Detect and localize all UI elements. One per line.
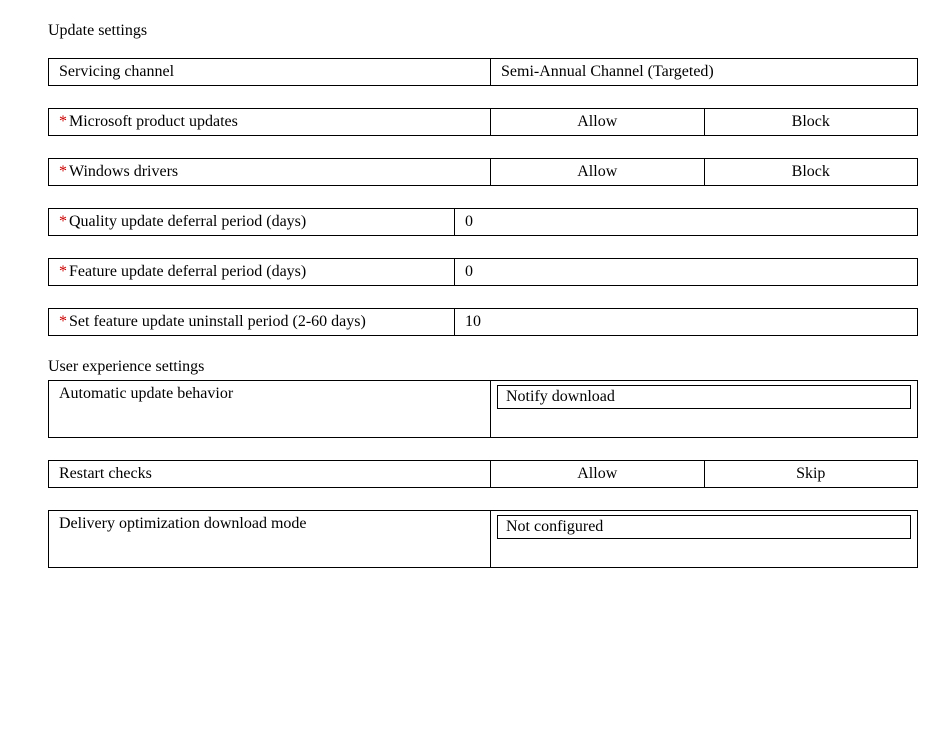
label-quality-deferral: * Quality update deferral period (days) <box>49 209 455 235</box>
value-delivery-optimization[interactable]: Not configured <box>497 515 911 539</box>
option-allow[interactable]: Allow <box>491 461 704 487</box>
row-delivery-optimization: Delivery optimization download mode Not … <box>48 510 918 568</box>
row-uninstall-period: * Set feature update uninstall period (2… <box>48 308 918 336</box>
label-text: Servicing channel <box>59 63 174 81</box>
label-text: Delivery optimization download mode <box>59 515 307 533</box>
required-marker: * <box>59 213 67 231</box>
label-delivery-optimization: Delivery optimization download mode <box>49 511 491 567</box>
row-windows-drivers: * Windows drivers Allow Block <box>48 158 918 186</box>
value-quality-deferral[interactable]: 0 <box>455 209 917 235</box>
row-servicing-channel: Servicing channel Semi-Annual Channel (T… <box>48 58 918 86</box>
label-text: Microsoft product updates <box>69 113 238 131</box>
required-marker: * <box>59 113 67 131</box>
row-restart-checks: Restart checks Allow Skip <box>48 460 918 488</box>
required-marker: * <box>59 263 67 281</box>
section-title-ux: User experience settings <box>48 358 896 376</box>
required-marker: * <box>59 313 67 331</box>
label-text: Quality update deferral period (days) <box>69 213 306 231</box>
label-ms-product-updates: * Microsoft product updates <box>49 109 491 135</box>
value-servicing-channel[interactable]: Semi-Annual Channel (Targeted) <box>491 59 917 85</box>
row-feature-deferral: * Feature update deferral period (days) … <box>48 258 918 286</box>
option-skip[interactable]: Skip <box>704 461 918 487</box>
label-text: Restart checks <box>59 465 152 483</box>
option-block[interactable]: Block <box>704 109 918 135</box>
label-windows-drivers: * Windows drivers <box>49 159 491 185</box>
label-feature-deferral: * Feature update deferral period (days) <box>49 259 455 285</box>
row-auto-update: Automatic update behavior Notify downloa… <box>48 380 918 438</box>
label-text: Feature update deferral period (days) <box>69 263 306 281</box>
label-auto-update: Automatic update behavior <box>49 381 491 437</box>
value-feature-deferral[interactable]: 0 <box>455 259 917 285</box>
value-uninstall-period[interactable]: 10 <box>455 309 917 335</box>
row-ms-product-updates: * Microsoft product updates Allow Block <box>48 108 918 136</box>
section-title-update: Update settings <box>48 22 896 40</box>
label-servicing-channel: Servicing channel <box>49 59 491 85</box>
label-uninstall-period: * Set feature update uninstall period (2… <box>49 309 455 335</box>
label-text: Windows drivers <box>69 163 178 181</box>
option-allow[interactable]: Allow <box>491 159 704 185</box>
option-block[interactable]: Block <box>704 159 918 185</box>
value-auto-update[interactable]: Notify download <box>497 385 911 409</box>
label-restart-checks: Restart checks <box>49 461 491 487</box>
row-quality-deferral: * Quality update deferral period (days) … <box>48 208 918 236</box>
label-text: Set feature update uninstall period (2-6… <box>69 313 366 331</box>
option-allow[interactable]: Allow <box>491 109 704 135</box>
label-text: Automatic update behavior <box>59 385 233 403</box>
required-marker: * <box>59 163 67 181</box>
